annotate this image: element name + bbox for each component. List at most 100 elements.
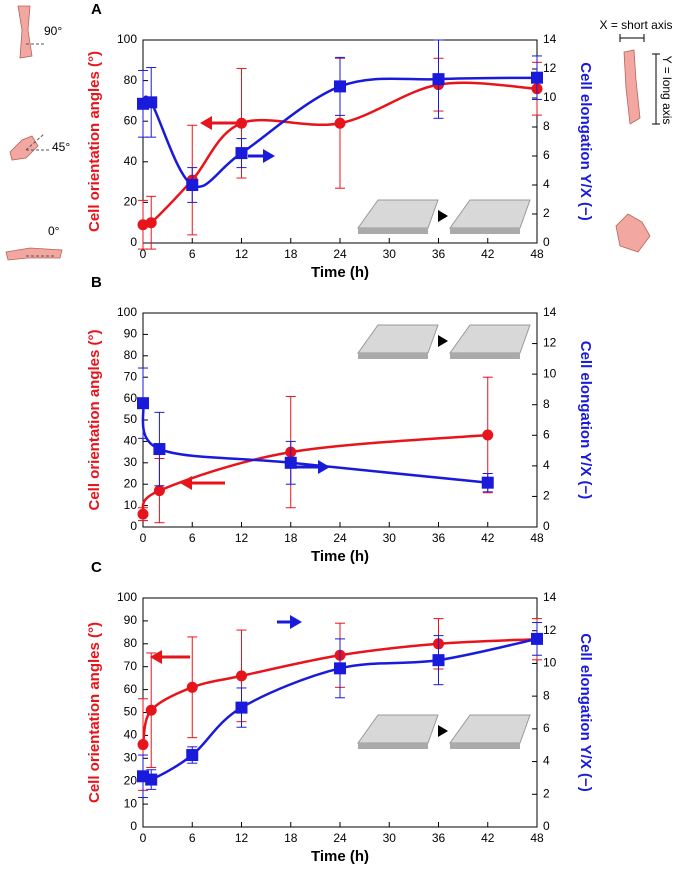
x-tick-label: 30 [383, 831, 397, 845]
surface-side [358, 743, 428, 749]
cell-icon [5, 247, 63, 261]
annotation: X = short axis [599, 18, 672, 32]
marker [284, 456, 297, 469]
surface-side [450, 743, 520, 749]
y2-axis-label: Cell elongation Y/X (−) [577, 633, 594, 792]
marker [481, 476, 494, 489]
y2-tick-label: 14 [543, 32, 557, 46]
y-tick-label: 20 [124, 476, 138, 490]
x-tick-label: 48 [530, 531, 544, 545]
y2-tick-label: 0 [543, 519, 550, 533]
marker [236, 670, 247, 682]
y-tick-label: 100 [117, 32, 137, 46]
marker [137, 219, 149, 231]
surface-arrow-head [438, 335, 448, 347]
cell-icon [9, 135, 39, 161]
y2-axis-label: Cell elongation Y/X (−) [577, 62, 594, 221]
y2-tick-label: 12 [543, 61, 557, 75]
y-tick-label: 40 [124, 728, 138, 742]
surface-side [358, 228, 428, 234]
y-tick-label: 30 [124, 750, 138, 764]
marker [137, 739, 149, 751]
y-axis-label: Cell orientation angles (°) [86, 329, 103, 510]
x-tick-label: 42 [481, 247, 495, 261]
y2-tick-label: 6 [543, 721, 550, 735]
y-tick-label: 20 [124, 195, 138, 209]
x-tick-label: 48 [530, 247, 544, 261]
y2-tick-label: 4 [543, 177, 550, 191]
marker [334, 80, 346, 93]
surface-arrow-head [438, 210, 448, 222]
x-axis-label: Time (h) [311, 264, 369, 281]
y2-tick-label: 2 [543, 489, 550, 503]
y-axis-label: Cell orientation angles (°) [86, 622, 103, 803]
marker [432, 73, 445, 86]
surface-icon [357, 324, 439, 354]
x-tick-label: 42 [481, 831, 495, 845]
x-tick-label: 24 [333, 247, 347, 261]
y2-tick-label: 10 [543, 656, 557, 670]
marker [153, 443, 166, 456]
panel-label: A [91, 1, 102, 18]
y-tick-label: 90 [124, 613, 138, 627]
marker [432, 654, 445, 667]
axis-arrow-head [263, 149, 275, 163]
marker [186, 681, 198, 693]
y2-tick-label: 4 [543, 754, 550, 768]
y2-tick-label: 10 [543, 366, 557, 380]
y-tick-label: 40 [124, 434, 138, 448]
x-tick-label: 6 [189, 831, 196, 845]
marker [334, 117, 346, 129]
annotation: 0° [48, 224, 60, 238]
x-tick-label: 36 [432, 831, 446, 845]
series-line [141, 402, 488, 484]
marker [145, 217, 157, 229]
y2-tick-label: 8 [543, 688, 550, 702]
x-tick-label: 12 [235, 247, 249, 261]
y-tick-label: 60 [124, 682, 138, 696]
y2-tick-label: 12 [543, 623, 557, 637]
x-tick-label: 18 [284, 247, 298, 261]
angle-guides [25, 43, 54, 257]
y2-tick-label: 6 [543, 148, 550, 162]
marker [186, 749, 199, 762]
surface-side [450, 228, 520, 234]
y-tick-label: 40 [124, 154, 138, 168]
x-tick-label: 24 [333, 531, 347, 545]
x-tick-label: 0 [140, 247, 147, 261]
surface-icon [449, 199, 531, 229]
y2-tick-label: 14 [543, 590, 557, 604]
x-tick-label: 6 [189, 247, 196, 261]
x-tick-label: 12 [235, 831, 249, 845]
x-tick-label: 36 [432, 531, 446, 545]
surface-icon [449, 714, 531, 744]
marker [235, 701, 248, 714]
y-tick-label: 60 [124, 113, 138, 127]
x-tick-label: 48 [530, 831, 544, 845]
y-tick-label: 80 [124, 348, 138, 362]
surface-icon [357, 714, 439, 744]
surface-icon [357, 199, 439, 229]
surface-side [450, 353, 520, 359]
x-tick-label: 0 [140, 531, 147, 545]
annotation: 90° [44, 24, 62, 38]
x-tick-label: 30 [383, 247, 397, 261]
x-tick-label: 18 [284, 831, 298, 845]
cell-icon [615, 213, 651, 253]
y-tick-label: 0 [130, 519, 137, 533]
y-axis-label: Cell orientation angles (°) [86, 51, 103, 232]
y-tick-label: 80 [124, 636, 138, 650]
y2-tick-label: 8 [543, 119, 550, 133]
x-tick-label: 24 [333, 831, 347, 845]
y2-tick-label: 14 [543, 305, 557, 319]
y2-tick-label: 10 [543, 90, 557, 104]
axis-arrow-head [290, 615, 302, 629]
y-tick-label: 50 [124, 412, 138, 426]
y2-tick-label: 2 [543, 786, 550, 800]
y2-axis-label: Cell elongation Y/X (−) [577, 341, 594, 500]
x-axis-label: Time (h) [311, 848, 369, 865]
y-tick-label: 0 [130, 235, 137, 249]
cell-icon [17, 5, 33, 59]
panel-label: B [91, 274, 102, 291]
x-tick-label: 0 [140, 831, 147, 845]
